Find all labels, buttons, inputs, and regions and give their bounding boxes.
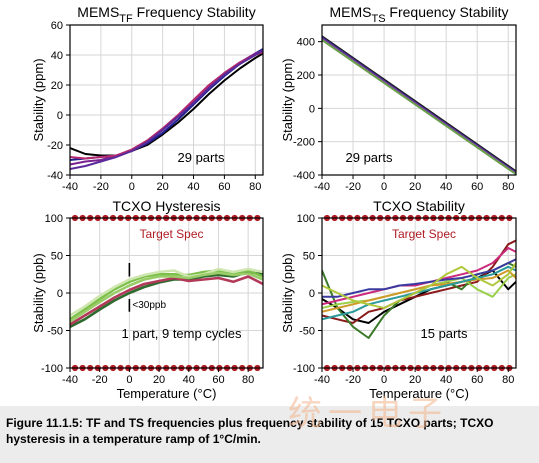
x-tick-label: -40 [314,374,330,386]
x-tick-label: 40 [440,374,452,386]
series-line [70,52,263,157]
x-tick-label: 60 [218,181,230,193]
y-axis-label: Stability (ppb) [280,253,295,332]
series-line [70,49,263,170]
chart-panel-4: -40 -20 0 20 40 60 80 -100 -50 0 50 100 TCXO Stabili… [280,198,517,401]
series-line [322,265,516,321]
x-tick-label: 60 [212,374,224,386]
x-tick-label: 0 [129,181,135,193]
y-tick-label: -400 [293,170,315,182]
x-axis-label: Temperature (°C) [117,386,217,401]
y-tick-label: 100 [45,213,63,225]
y-axis-label: Stability (ppm) [280,58,295,141]
plot-frame [69,24,264,176]
x-tick-label: 80 [502,181,514,193]
chart-panel-1: -40 -20 0 20 40 60 80 -40 -20 0 20 40 60 MEMSTF Frequ… [31,4,264,193]
spec-label: Target Spec [392,227,456,241]
watermark: 统一电子 [288,394,448,434]
y-tick-label: 0 [309,103,315,115]
annotation-label: 15 parts [421,326,468,341]
x-tick-label: -20 [345,374,361,386]
x-tick-label: 60 [471,181,483,193]
x-tick-label: 80 [242,374,254,386]
series-line [322,239,516,324]
y-tick-label: -100 [41,363,63,375]
series-line [70,267,263,317]
figure-caption: Figure 11.1.5: TF and TS frequencies plu… [0,406,539,463]
x-tick-label: -40 [62,374,78,386]
y-tick-label: 400 [297,37,315,49]
x-tick-label: 60 [471,374,483,386]
series-line [70,275,263,326]
y-tick-label: 0 [57,288,63,300]
chart-panel-3: -40 -20 0 20 40 60 80 -100 -50 0 50 100 TCXO Hystere… [31,198,264,401]
series-line [322,269,516,313]
y-tick-label: 200 [297,70,315,82]
y-axis-label: Stability (ppb) [31,253,46,332]
x-tick-label: 0 [381,181,387,193]
plot-frame [321,24,517,176]
annotation-label: 29 parts [178,150,225,165]
series-line [322,262,516,309]
x-tick-label: -20 [93,181,109,193]
x-tick-label: 80 [249,181,261,193]
series-group [70,48,263,170]
y-tick-label: 100 [297,213,315,225]
x-axis-label: Temperature (°C) [369,386,469,401]
y-tick-label: -50 [299,326,315,338]
x-tick-label: 20 [157,181,169,193]
y-tick-label: -200 [293,137,315,149]
x-tick-label: -20 [345,181,361,193]
x-tick-label: 20 [409,181,421,193]
x-tick-label: -20 [92,374,108,386]
y-tick-label: 20 [51,80,63,92]
y-tick-label: -50 [47,326,63,338]
series-group [322,239,516,339]
x-tick-label: 0 [381,374,387,386]
x-tick-label: -40 [314,181,330,193]
series-line [322,258,516,298]
y-tick-label: 50 [303,251,315,263]
y-tick-label: -20 [47,140,63,152]
x-tick-label: 80 [502,374,514,386]
panel-title: TCXO Stability [373,198,465,214]
series-line [70,269,263,321]
x-tick-label: 40 [183,374,195,386]
y-tick-label: 0 [57,110,63,122]
y-tick-label: 0 [309,288,315,300]
y-tick-label: -100 [293,363,315,375]
y-axis-label: Stability (ppm) [31,58,46,141]
panel-title: TCXO Hysteresis [112,198,220,214]
x-tick-label: 20 [409,374,421,386]
x-tick-label: 40 [187,181,199,193]
series-group [70,267,263,329]
series-group [322,35,516,175]
series-line [70,270,263,329]
series-line [322,39,516,175]
annotation-label: 29 parts [346,150,393,165]
spec-label: Target Spec [139,227,203,241]
x-tick-label: 20 [153,374,165,386]
hysteresis-label: <30ppb [132,300,166,311]
y-tick-label: 40 [51,50,63,62]
series-line [70,51,263,160]
panel-title: MEMSTF Frequency Stability [77,4,255,25]
annotation-label: 1 part, 9 temp cycles [122,326,242,341]
y-tick-label: 50 [51,251,63,263]
panel-title: MEMSTS Frequency Stability [329,4,508,25]
y-tick-label: 60 [51,20,63,32]
x-tick-label: -40 [62,181,78,193]
y-tick-label: -40 [47,170,63,182]
series-line [70,271,263,323]
x-tick-label: 40 [440,181,452,193]
x-tick-label: 0 [126,374,132,386]
